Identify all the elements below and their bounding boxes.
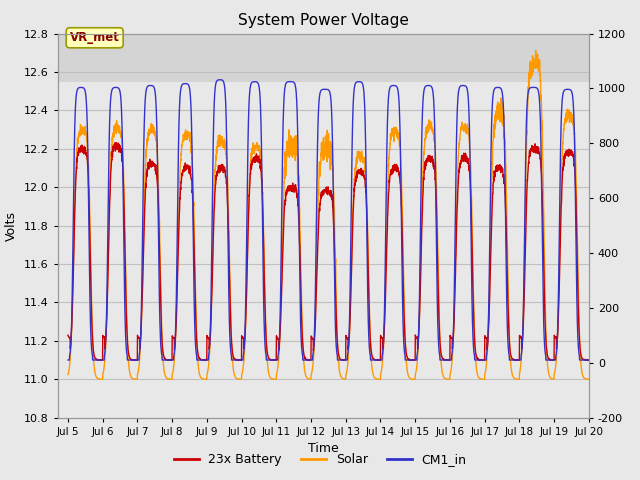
Title: System Power Voltage: System Power Voltage — [238, 13, 408, 28]
X-axis label: Time: Time — [308, 442, 339, 455]
Y-axis label: Volts: Volts — [5, 211, 18, 240]
Legend: 23x Battery, Solar, CM1_in: 23x Battery, Solar, CM1_in — [168, 448, 472, 471]
Bar — [58, 34, 589, 82]
Text: VR_met: VR_met — [70, 31, 120, 44]
